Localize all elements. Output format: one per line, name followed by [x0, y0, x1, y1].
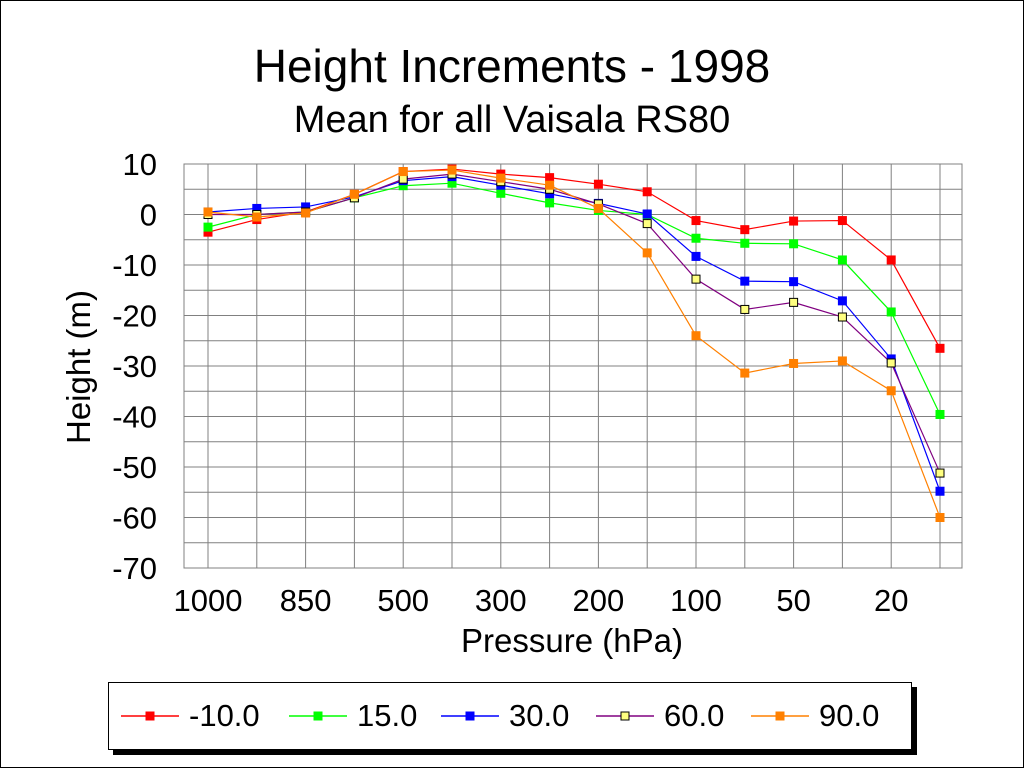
data-point — [593, 203, 603, 213]
y-tick-label: -50 — [112, 450, 157, 485]
data-point — [789, 216, 799, 226]
data-point — [837, 255, 847, 265]
legend-swatch — [289, 711, 347, 721]
y-tick-label: -60 — [112, 501, 157, 536]
legend-label: 15.0 — [357, 698, 418, 733]
data-point — [301, 208, 311, 218]
plot-border — [183, 163, 963, 569]
legend-label: 30.0 — [509, 698, 570, 733]
data-point — [691, 233, 701, 243]
data-point — [740, 238, 750, 248]
data-point — [935, 468, 945, 478]
data-point — [349, 189, 359, 199]
series-line — [207, 169, 941, 518]
legend-label: -10.0 — [189, 698, 260, 733]
legend-swatch — [441, 711, 499, 721]
legend-label: 90.0 — [819, 698, 880, 733]
y-tick-label: -30 — [112, 349, 157, 384]
legend: -10.0 15.0 30.0 60.0 90.0 — [108, 682, 912, 750]
y-tick-label: 10 — [123, 147, 157, 182]
x-tick-label: 20 — [874, 583, 908, 618]
data-point — [740, 276, 750, 286]
data-point — [398, 174, 408, 184]
legend-item: 90.0 — [749, 683, 879, 749]
data-point — [691, 251, 701, 261]
x-ticks: 1000 850 500 300 200 100 50 20 — [174, 583, 909, 618]
data-point — [789, 239, 799, 249]
data-point — [789, 297, 799, 307]
legend-item: -10.0 — [119, 683, 260, 749]
legend-swatch — [596, 711, 654, 721]
data-point — [886, 255, 896, 265]
data-point — [398, 167, 408, 177]
x-axis-label: Pressure (hPa) — [461, 622, 683, 659]
data-point — [740, 368, 750, 378]
x-tick-label: 850 — [280, 583, 332, 618]
legend-swatch — [121, 711, 179, 721]
series-line — [207, 176, 941, 492]
data-point — [691, 216, 701, 226]
y-tick-label: 0 — [140, 198, 157, 233]
data-point — [593, 179, 603, 189]
chart-title: Height Increments - 1998 — [253, 40, 771, 92]
x-tick-label: 200 — [573, 583, 625, 618]
data-point — [545, 180, 555, 190]
x-tick-label: 300 — [475, 583, 527, 618]
data-point — [837, 216, 847, 226]
data-point — [837, 356, 847, 366]
grid — [183, 163, 963, 569]
legend-item: 15.0 — [287, 683, 417, 749]
x-tick-label: 1000 — [174, 583, 243, 618]
data-point — [789, 277, 799, 287]
data-point — [740, 304, 750, 314]
y-tick-label: -10 — [112, 248, 157, 283]
data-point — [886, 307, 896, 317]
data-point — [935, 486, 945, 496]
y-tick-label: -40 — [112, 400, 157, 435]
data-point — [642, 248, 652, 258]
x-tick-label: 500 — [377, 583, 429, 618]
legend-item: 60.0 — [594, 683, 724, 749]
y-tick-label: -20 — [112, 299, 157, 334]
x-tick-label: 50 — [776, 583, 810, 618]
y-axis-label: Height (m) — [60, 290, 97, 444]
series-90.0 — [203, 165, 945, 522]
data-point — [935, 513, 945, 522]
y-ticks: 10 0 -10 -20 -30 -40 -50 -60 -70 — [112, 147, 157, 586]
data-point — [545, 198, 555, 208]
legend-label: 60.0 — [664, 698, 725, 733]
series-layer — [203, 164, 945, 522]
data-point — [740, 225, 750, 235]
legend-swatch — [751, 711, 809, 721]
data-point — [691, 331, 701, 341]
data-point — [496, 188, 506, 198]
data-point — [935, 409, 945, 419]
data-point — [789, 358, 799, 368]
legend-item: 30.0 — [439, 683, 569, 749]
data-point — [447, 165, 457, 175]
data-point — [691, 274, 701, 284]
y-tick-label: -70 — [112, 551, 157, 586]
data-point — [642, 187, 652, 197]
data-point — [252, 212, 262, 222]
data-point — [203, 207, 213, 217]
data-point — [203, 222, 213, 232]
data-point — [837, 296, 847, 306]
data-point — [837, 312, 847, 322]
data-point — [886, 358, 896, 368]
data-point — [545, 173, 555, 183]
x-tick-label: 100 — [670, 583, 722, 618]
data-point — [496, 173, 506, 183]
data-point — [935, 343, 945, 353]
data-point — [642, 209, 652, 219]
data-point — [886, 386, 896, 396]
data-point — [642, 219, 652, 229]
chart-subtitle: Mean for all Vaisala RS80 — [293, 99, 731, 141]
